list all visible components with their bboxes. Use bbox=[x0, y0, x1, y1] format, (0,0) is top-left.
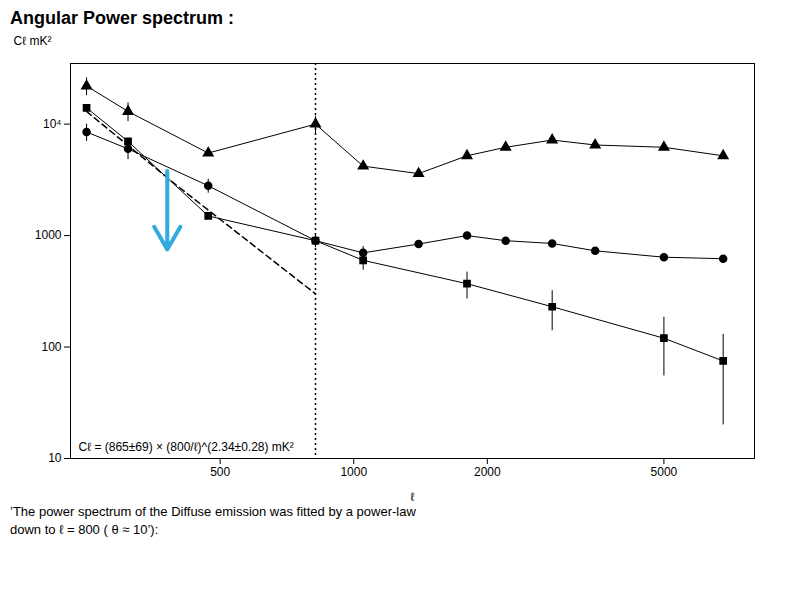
svg-text:1000: 1000 bbox=[340, 465, 367, 479]
svg-text:5000: 5000 bbox=[651, 465, 678, 479]
svg-text:100: 100 bbox=[41, 340, 61, 354]
html-text:Angular Power spectrum :: Angular Power spectrum : bbox=[10, 8, 234, 28]
svg-text:Cℓ mK²: Cℓ mK² bbox=[14, 34, 52, 48]
svg-text:10: 10 bbox=[48, 451, 62, 465]
svg-text:2000: 2000 bbox=[474, 465, 501, 479]
svg-text:ℓ: ℓ bbox=[411, 490, 415, 504]
html-text:’The power spectrum of the Dif: ’The power spectrum of the Diffuse emiss… bbox=[10, 504, 416, 519]
svg-text:500: 500 bbox=[210, 465, 230, 479]
svg-text:Cℓ = (865±69) × (800/ℓ)^(2.34±: Cℓ = (865±69) × (800/ℓ)^(2.34±0.28) mK² bbox=[79, 440, 294, 454]
svg-text:10⁴: 10⁴ bbox=[43, 117, 62, 131]
html-text:down to ℓ = 800 ( θ ≈ 10’):: down to ℓ = 800 ( θ ≈ 10’): bbox=[10, 522, 159, 537]
svg-text:1000: 1000 bbox=[35, 228, 62, 242]
